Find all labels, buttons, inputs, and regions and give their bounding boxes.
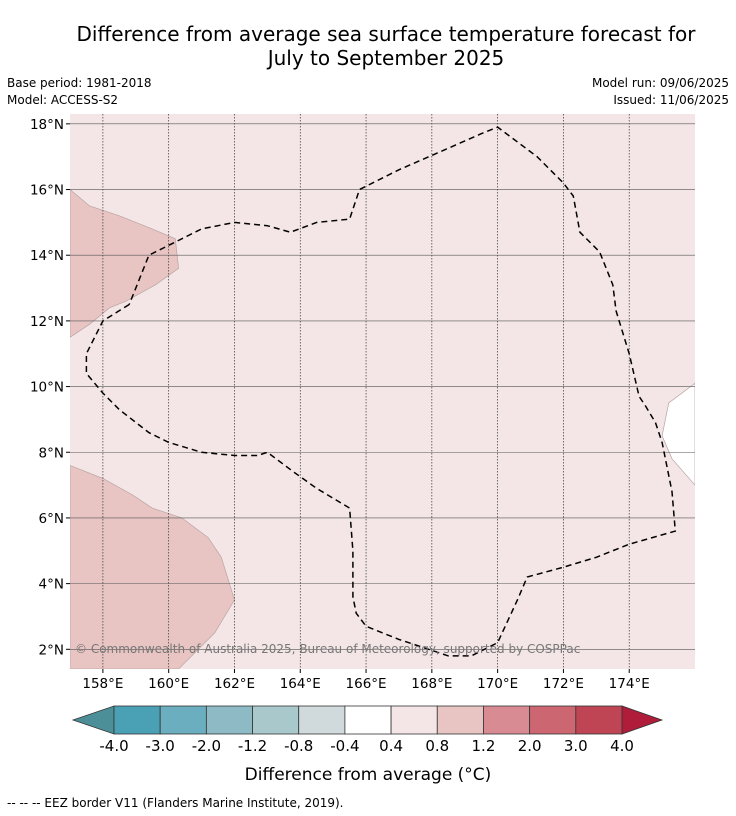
- x-tick-label: 174°E: [609, 676, 650, 692]
- title-line-1: Difference from average sea surface temp…: [76, 22, 696, 46]
- x-tick-label: 172°E: [543, 676, 584, 692]
- colorbar-tick-label: -1.2: [238, 737, 267, 755]
- colorbar-extend-low: [71, 705, 115, 735]
- x-tick-label: 166°E: [346, 676, 387, 692]
- colorbar-swatch: [252, 705, 300, 735]
- colorbar-tick-label: -0.8: [284, 737, 313, 755]
- eez-border-line: [85, 126, 677, 657]
- meta-left: Base period: 1981-2018 Model: ACCESS-S2: [7, 75, 152, 109]
- colorbar-tick-label: -2.0: [192, 737, 221, 755]
- colorbar-swatch: [575, 705, 623, 735]
- chart-title: Difference from average sea surface temp…: [0, 22, 736, 70]
- colorbar-swatch: [344, 705, 392, 735]
- colorbar-swatch: [483, 705, 531, 735]
- anomaly-region-2: [661, 382, 695, 486]
- colorbar-tick-label: 0.4: [379, 737, 403, 755]
- colorbar-tick-label: 0.8: [425, 737, 449, 755]
- x-tick-label: 168°E: [411, 676, 452, 692]
- y-tick-label: 18°N: [30, 117, 64, 133]
- colorbar-tick-label: 3.0: [564, 737, 588, 755]
- colorbar-tick-label: -4.0: [99, 737, 128, 755]
- colorbar-swatch: [529, 705, 577, 735]
- colorbar-swatch: [159, 705, 207, 735]
- meta-right: Model run: 09/06/2025 Issued: 11/06/2025: [592, 75, 729, 109]
- colorbar-extend-high: [621, 705, 664, 735]
- colorbar-swatch: [436, 705, 484, 735]
- colorbar-tick-label: 4.0: [610, 737, 634, 755]
- model-run: Model run: 09/06/2025: [591, 76, 729, 90]
- y-tick-label: 6°N: [39, 511, 64, 527]
- base-period: Base period: 1981-2018: [7, 76, 152, 90]
- colorbar-swatch: [390, 705, 438, 735]
- y-tick-label: 4°N: [39, 577, 64, 593]
- y-tick-label: 8°N: [39, 445, 64, 461]
- issued-date: Issued: 11/06/2025: [613, 93, 729, 107]
- x-tick-label: 158°E: [82, 676, 123, 692]
- colorbar-tick-label: -3.0: [146, 737, 175, 755]
- model-name: Model: ACCESS-S2: [7, 93, 119, 107]
- colorbar-swatch: [113, 705, 161, 735]
- eez-footnote: -- -- -- EEZ border V11 (Flanders Marine…: [7, 796, 344, 810]
- y-tick-label: 14°N: [30, 248, 64, 264]
- x-tick-label: 164°E: [280, 676, 321, 692]
- x-tick-label: 162°E: [214, 676, 255, 692]
- map-axes: 158°E 160°E 162°E 164°E 166°E 168°E 170°E 172°E…: [30, 117, 650, 692]
- colorbar-tick-label: 2.0: [518, 737, 542, 755]
- colorbar-swatch: [205, 705, 253, 735]
- colorbar-swatch: [298, 705, 346, 735]
- copyright-text: © Commonwealth of Australia 2025, Bureau…: [75, 642, 580, 656]
- anomaly-region-1: [70, 465, 235, 669]
- y-tick-label: 12°N: [30, 314, 64, 330]
- y-tick-label: 16°N: [30, 183, 64, 199]
- y-tick-label: 2°N: [39, 642, 64, 658]
- anomaly-region-0: [70, 189, 179, 338]
- colorbar-tick-label: -0.4: [330, 737, 359, 755]
- title-line-2: July to September 2025: [267, 46, 505, 70]
- x-tick-label: 160°E: [148, 676, 189, 692]
- map-plot-area: [70, 114, 695, 669]
- colorbar-tick-label: 1.2: [472, 737, 496, 755]
- map-layers: [70, 114, 695, 669]
- colorbar: -4.0 -3.0 -2.0 -1.2 -0.8 -0.4 0.4 0.8 1.2 2.0 3.0 4…: [71, 705, 664, 755]
- x-tick-label: 170°E: [477, 676, 518, 692]
- colorbar-label: Difference from average (°C): [245, 765, 492, 785]
- y-tick-label: 10°N: [30, 380, 64, 396]
